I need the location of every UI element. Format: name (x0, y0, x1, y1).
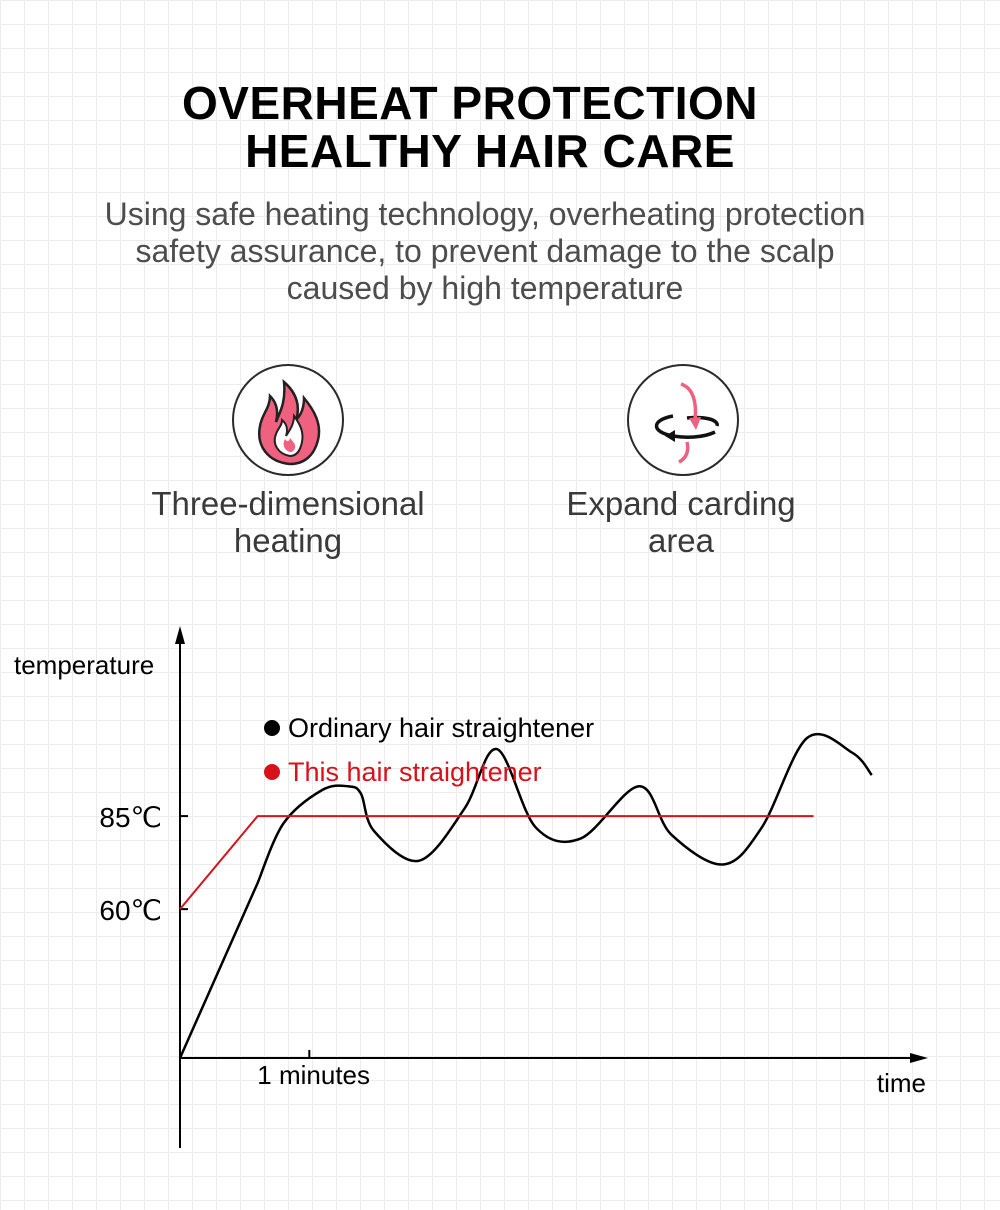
y-axis-label: temperature (14, 650, 154, 680)
flame-icon (232, 364, 344, 476)
legend-label: This hair straightener (288, 757, 542, 787)
x-tick-label: 1 minutes (257, 1060, 370, 1090)
subtitle-line-3: caused by high temperature (286, 270, 684, 306)
x-axis-arrow-icon (910, 1053, 928, 1063)
feature-carding-area-line-1: Expand carding (566, 485, 796, 522)
y-tick-label: 85℃ (99, 802, 162, 833)
page-title-line-2: HEALTHY HAIR CARE (245, 125, 735, 177)
feature-3d-heating-line-2: heating (233, 522, 343, 559)
y-tick-label: 60℃ (99, 895, 162, 926)
legend-marker (264, 720, 280, 736)
page-title-line-1: OVERHEAT PROTECTION (181, 77, 758, 129)
feature-3d-heating-line-1: Three-dimensional (151, 485, 425, 522)
x-axis-label: time (877, 1068, 926, 1098)
legend-marker (264, 764, 280, 780)
y-axis-arrow-icon (175, 626, 185, 644)
subtitle-line-2: safety assurance, to prevent damage to t… (135, 233, 835, 269)
feature-carding-area-line-2: area (647, 522, 715, 559)
legend-label: Ordinary hair straightener (288, 713, 594, 743)
rotate-arrows-icon (627, 364, 739, 476)
subtitle-line-1: Using safe heating technology, overheati… (104, 196, 866, 232)
series-line-this (179, 815, 814, 910)
